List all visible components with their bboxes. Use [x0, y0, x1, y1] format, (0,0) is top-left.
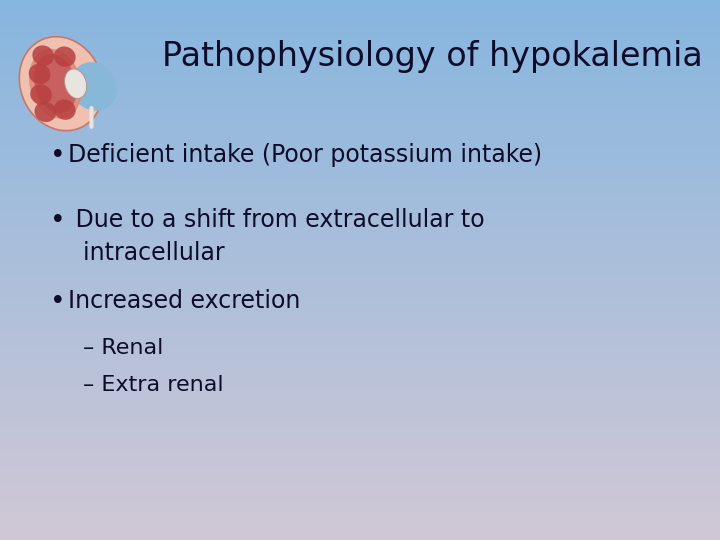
Text: – Renal: – Renal [83, 338, 163, 357]
Text: •: • [50, 208, 66, 234]
Ellipse shape [32, 45, 54, 66]
Text: •: • [50, 143, 66, 169]
Ellipse shape [30, 84, 52, 105]
Ellipse shape [65, 69, 86, 98]
Ellipse shape [29, 64, 50, 84]
Text: Due to a shift from extracellular to
  intracellular: Due to a shift from extracellular to int… [68, 208, 485, 265]
Text: Pathophysiology of hypokalemia: Pathophysiology of hypokalemia [161, 40, 703, 73]
Text: •: • [50, 289, 66, 315]
Ellipse shape [70, 62, 117, 111]
Ellipse shape [34, 54, 77, 113]
Text: Increased excretion: Increased excretion [68, 289, 301, 313]
Ellipse shape [19, 37, 103, 131]
Ellipse shape [29, 49, 82, 119]
Text: Deficient intake (Poor potassium intake): Deficient intake (Poor potassium intake) [68, 143, 543, 167]
Ellipse shape [54, 99, 76, 120]
Ellipse shape [54, 46, 76, 67]
Text: – Extra renal: – Extra renal [83, 375, 223, 395]
Ellipse shape [35, 102, 56, 122]
